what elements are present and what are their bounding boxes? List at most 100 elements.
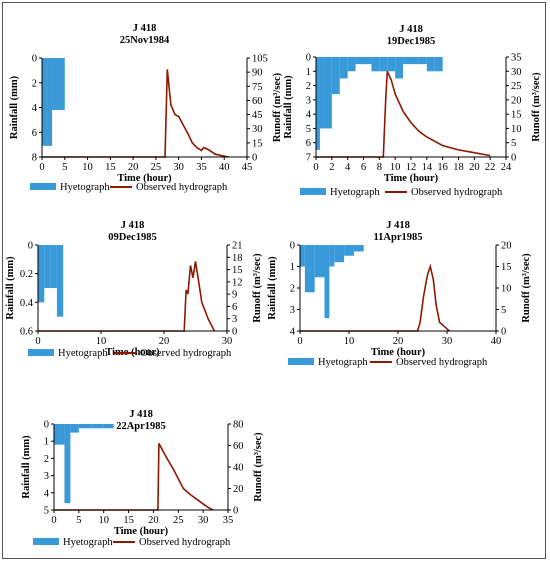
rain-tick-label: 0.2 <box>20 269 33 280</box>
hyetograph-bar <box>103 424 114 429</box>
runoff-tick-label: 10 <box>501 284 512 295</box>
chart-station-title: J 418 <box>129 409 153 420</box>
chart-station-title: J 418 <box>133 23 157 34</box>
hyetograph-bar <box>434 57 443 72</box>
legend-hyetograph-label: Hyetograph <box>58 348 108 359</box>
runoff-tick-label: 20 <box>511 95 522 106</box>
runoff-tick-label: 60 <box>252 96 263 107</box>
runoff-tick-label: 80 <box>233 420 244 431</box>
hyetograph-bar <box>363 57 372 65</box>
rain-tick-label: 0 <box>290 241 295 252</box>
runoff-tick-label: 0 <box>233 506 238 517</box>
x-tick-label: 40 <box>219 162 230 173</box>
hydrograph-line <box>42 69 229 158</box>
hyetograph-bar <box>44 245 51 288</box>
hyetograph-bar <box>46 58 53 146</box>
legend-hydrograph-label: Observed hydrograph <box>140 348 232 359</box>
x-axis-label: Time (hour) <box>114 526 169 537</box>
x-axis-label: Time (hour) <box>117 173 172 184</box>
rain-tick-label: 1 <box>306 67 311 78</box>
rain-tick-label: 6 <box>32 128 37 139</box>
legend-hyetograph-swatch <box>300 188 326 195</box>
runoff-axis-label: Runoff (m³/sec) <box>531 72 542 142</box>
rain-tick-label: 5 <box>306 124 311 135</box>
runoff-tick-label: 15 <box>232 265 243 276</box>
rainfall-axis-label: Rainfall (mm) <box>9 75 20 139</box>
runoff-tick-label: 15 <box>501 262 512 273</box>
legend-hyetograph-label: Hyetograph <box>60 182 110 193</box>
rainfall-axis-label: Rainfall (mm) <box>283 75 294 139</box>
rain-tick-label: 1 <box>44 437 49 448</box>
x-axis-label: Time (hour) <box>371 347 426 358</box>
hyetograph-bar <box>379 57 388 72</box>
rain-tick-label: 8 <box>32 153 37 164</box>
rainfall-axis-label: Rainfall (mm) <box>5 256 16 320</box>
x-tick-label: 6 <box>361 162 366 173</box>
rain-tick-label: 3 <box>306 95 311 106</box>
x-tick-label: 12 <box>406 162 417 173</box>
figure-frame <box>2 2 546 559</box>
hyetograph-bar <box>57 424 61 445</box>
chart-station-title: J 418 <box>399 24 423 35</box>
chart-date-title: 09Dec1985 <box>108 232 156 243</box>
legend-hyetograph-swatch <box>28 349 54 356</box>
hyetograph-bar <box>387 57 396 72</box>
rain-tick-label: 6 <box>306 138 311 149</box>
x-tick-label: 0 <box>35 336 40 347</box>
runoff-tick-label: 21 <box>232 241 243 252</box>
runoff-tick-label: 5 <box>511 138 516 149</box>
x-tick-label: 22 <box>485 162 496 173</box>
rain-tick-label: 0 <box>44 420 49 431</box>
hyetograph-bar <box>70 424 79 433</box>
hyetograph-bar <box>314 245 325 278</box>
x-tick-label: 25 <box>173 515 184 526</box>
runoff-tick-label: 12 <box>232 277 243 288</box>
hyetograph-bar <box>56 245 64 317</box>
hydrograph-line <box>316 70 491 158</box>
hyetograph-bar <box>54 424 58 445</box>
hyetograph-bar <box>60 424 65 445</box>
x-tick-label: 15 <box>105 162 116 173</box>
rain-tick-label: 0 <box>28 241 33 252</box>
rain-tick-label: 2 <box>32 78 37 89</box>
hydrograph-line <box>54 443 214 511</box>
hyetograph-bar <box>329 245 335 267</box>
x-tick-label: 30 <box>222 336 233 347</box>
runoff-tick-label: 30 <box>252 124 263 135</box>
x-tick-label: 45 <box>242 162 253 173</box>
hyetograph-bar <box>91 424 104 429</box>
rain-tick-label: 4 <box>32 103 38 114</box>
runoff-tick-label: 90 <box>252 68 263 79</box>
hyetograph-bar <box>316 57 320 150</box>
legend-hydrograph-label: Observed hydrograph <box>396 357 488 368</box>
x-tick-label: 16 <box>437 162 448 173</box>
hyetograph-bar <box>426 57 435 72</box>
runoff-tick-label: 9 <box>232 290 237 301</box>
chart-date-title: 22Apr1985 <box>116 421 166 432</box>
x-tick-label: 20 <box>148 515 159 526</box>
rain-tick-label: 2 <box>44 454 49 465</box>
hyetograph-bar <box>371 57 380 72</box>
legend-hyetograph-label: Hyetograph <box>63 537 113 548</box>
hyetograph-bar <box>355 57 364 65</box>
runoff-tick-label: 60 <box>233 441 244 452</box>
runoff-tick-label: 25 <box>511 81 522 92</box>
hyetograph-bar <box>64 424 71 504</box>
rain-tick-label: 0.6 <box>20 327 33 338</box>
x-tick-label: 0 <box>51 515 56 526</box>
hyetograph-bar <box>38 245 45 303</box>
rain-tick-label: 7 <box>306 153 311 164</box>
legend-hyetograph-label: Hyetograph <box>330 187 380 198</box>
x-tick-label: 30 <box>173 162 184 173</box>
x-tick-label: 10 <box>344 336 355 347</box>
runoff-axis-label: Runoff (m³/sec) <box>521 253 532 323</box>
runoff-tick-label: 6 <box>232 302 237 313</box>
hyetograph-bar <box>324 245 330 319</box>
x-tick-label: 4 <box>345 162 351 173</box>
x-tick-label: 25 <box>151 162 162 173</box>
x-tick-label: 20 <box>393 336 404 347</box>
